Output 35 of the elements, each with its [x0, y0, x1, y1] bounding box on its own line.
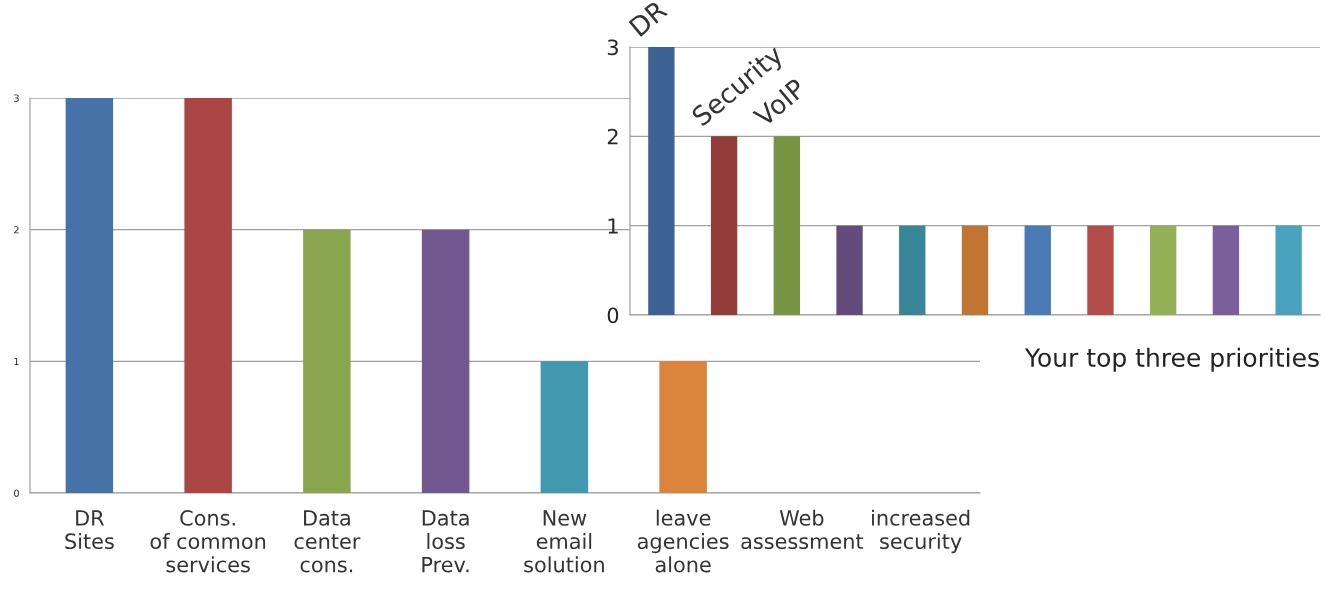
- bar: [899, 225, 926, 315]
- x-tick-label: Data center cons.: [294, 510, 361, 573]
- y-tick-label: 3: [14, 94, 19, 102]
- bar: [1087, 225, 1114, 315]
- x-axis-title: Your top three priorities: [1024, 347, 1319, 372]
- bar: [65, 98, 114, 493]
- bar: [184, 98, 232, 493]
- bar: [648, 47, 675, 315]
- bar: [773, 136, 800, 315]
- bar: [1275, 225, 1302, 315]
- x-tick-label: Cons. of common services: [150, 510, 266, 573]
- y-tick-label: 0: [14, 489, 19, 497]
- bar: [421, 229, 470, 493]
- bar: [540, 361, 589, 493]
- y-tick-label: 2: [14, 226, 19, 234]
- x-tick-label: leave agencies alone: [637, 509, 729, 573]
- text: DR: [628, 0, 669, 37]
- bar: [659, 361, 707, 493]
- y-tick-label: 1: [608, 218, 618, 234]
- x-tick-label: New email solution: [524, 510, 604, 573]
- bar: [1212, 225, 1240, 315]
- bar: [961, 225, 989, 315]
- x-tick-label: increased security: [872, 509, 970, 554]
- x-tick-label: DR Sites: [65, 510, 114, 550]
- x-tick-label: Data loss Prev.: [422, 510, 469, 573]
- bar: [836, 225, 863, 315]
- bar: [303, 229, 351, 493]
- y-tick-label: 1: [14, 357, 19, 366]
- bar: [710, 136, 738, 315]
- x-tick-label: Web assessment: [741, 509, 864, 550]
- bar: [1024, 225, 1051, 315]
- y-tick-label: 2: [607, 128, 618, 145]
- y-tick-label: 0: [607, 307, 619, 324]
- bar: [1150, 225, 1177, 315]
- y-tick-label: 3: [607, 39, 618, 56]
